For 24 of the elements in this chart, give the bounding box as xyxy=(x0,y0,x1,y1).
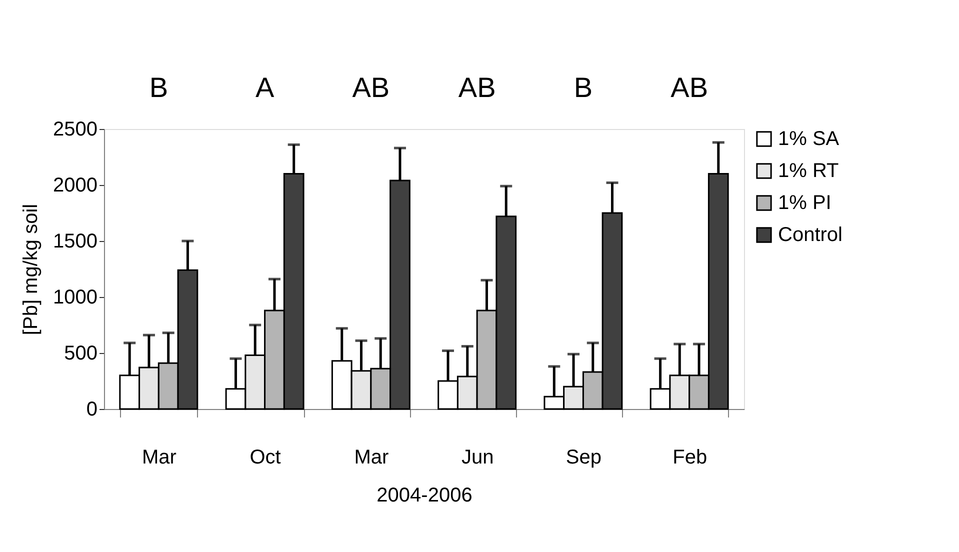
x-tick-label: Oct xyxy=(250,446,282,468)
y-tick-label: 500 xyxy=(64,342,98,364)
text: AB xyxy=(670,72,708,103)
text: AB xyxy=(458,72,496,103)
legend-label: 1% RT xyxy=(778,160,839,182)
y-tick-label: 1000 xyxy=(53,286,98,308)
y-tick-label: 0 xyxy=(86,398,98,420)
y-tick-label: 2000 xyxy=(53,174,98,196)
legend-label: 1% PI xyxy=(778,192,832,214)
legend-label: Control xyxy=(778,224,842,246)
text: A xyxy=(255,72,274,103)
text: B xyxy=(149,72,168,103)
y-tick-label: 1500 xyxy=(53,230,98,252)
x-tick-label: Feb xyxy=(672,446,708,468)
legend-label: 1% SA xyxy=(778,128,840,150)
x-tick-label: Jun xyxy=(461,446,494,468)
text: B xyxy=(574,72,593,103)
x-tick-label: Mar xyxy=(142,446,177,468)
y-tick-label: 2500 xyxy=(53,118,98,140)
text: AB xyxy=(352,72,390,103)
x-tick-label: Sep xyxy=(566,446,602,468)
x-axis-title: 2004-2006 xyxy=(376,484,472,506)
y-axis-title: [Pb] mg/kg soil xyxy=(20,204,42,336)
x-tick-label: Mar xyxy=(354,446,389,468)
